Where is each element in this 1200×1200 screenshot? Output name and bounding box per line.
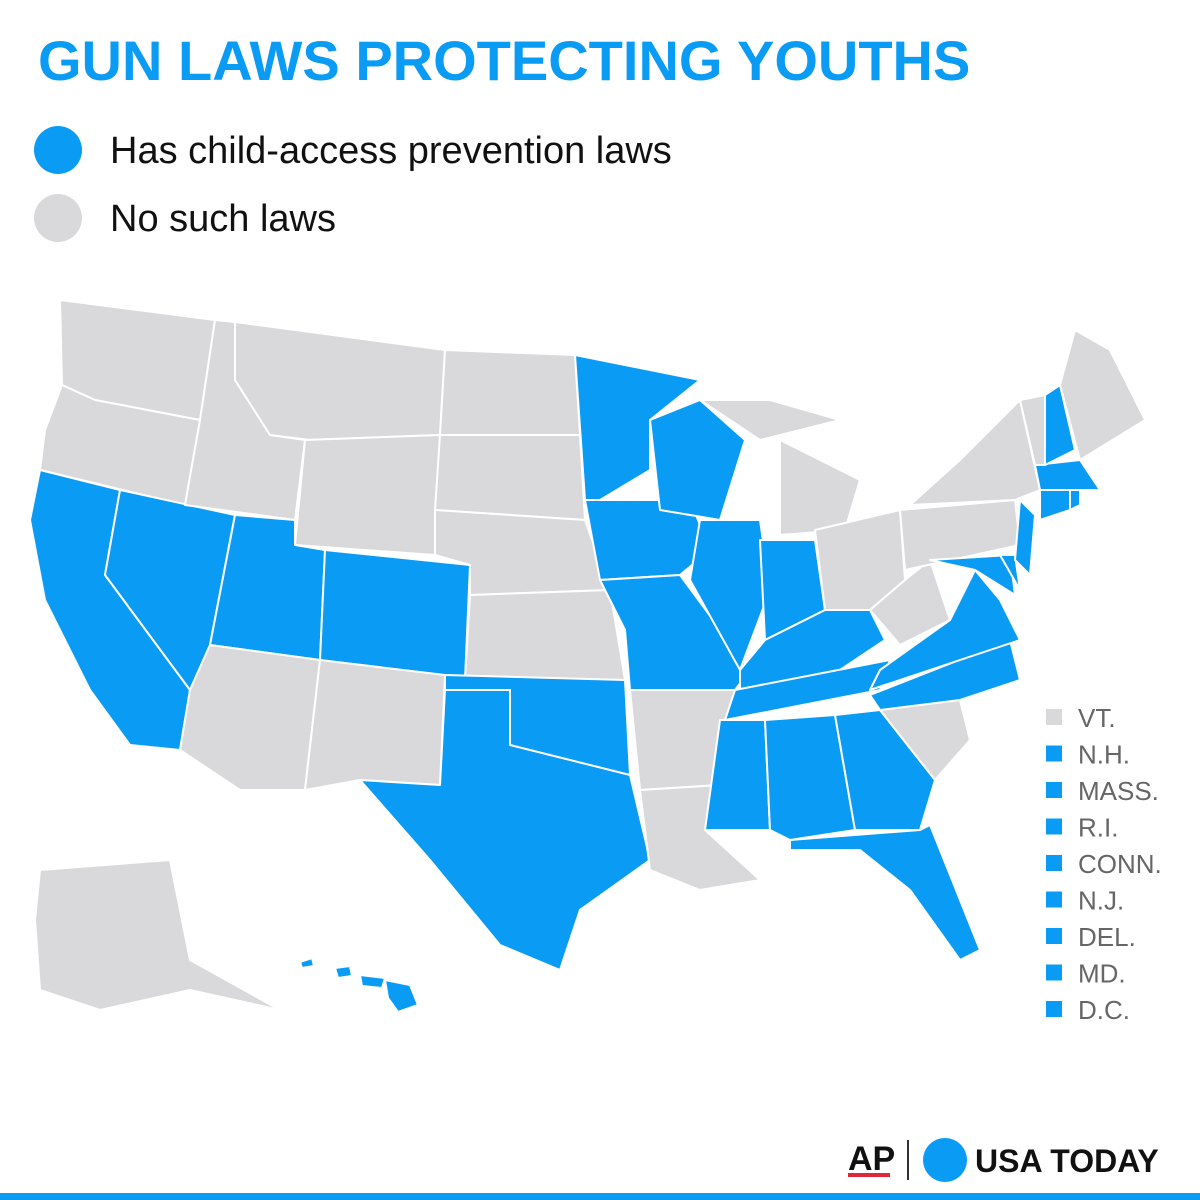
state-shape (689, 519, 771, 671)
state-shape (1034, 459, 1101, 491)
legend-swatch (34, 126, 82, 174)
small-state-swatch (1046, 818, 1062, 835)
state-shape (434, 434, 586, 521)
small-state-list: VT. N.H. MASS. R.I. CONN. N.J. DEL. MD. D.C. (1046, 703, 1162, 1025)
small-state-swatch (1046, 745, 1062, 762)
small-state-swatch (1046, 891, 1062, 908)
state-shape (764, 714, 856, 841)
state-shape (1059, 329, 1146, 461)
state-shape (319, 549, 471, 681)
legend-swatch (34, 194, 82, 242)
small-state-swatch (1046, 964, 1062, 981)
bottom-bar (0, 1193, 1200, 1200)
state-shape (699, 399, 841, 441)
small-state-label: MD. (1078, 959, 1126, 989)
small-state-label: R.I. (1078, 813, 1118, 843)
state-shape (929, 554, 1016, 596)
small-state-label: N.H. (1078, 740, 1130, 770)
state-shape (304, 659, 446, 791)
small-state-label: CONN. (1078, 849, 1162, 879)
small-state-swatch (1046, 782, 1062, 798)
small-state-swatch (1046, 855, 1062, 871)
state-shape (834, 709, 936, 831)
small-state-label: N.J. (1078, 886, 1124, 916)
state-shape (789, 824, 981, 961)
legend: Has child-access prevention laws No such … (34, 126, 672, 242)
small-state-label: D.C. (1078, 995, 1130, 1025)
state-shape (294, 434, 441, 556)
credit-usa-today: USA TODAY (975, 1143, 1159, 1179)
small-state-swatch (1046, 1001, 1062, 1017)
legend-label: Has child-access prevention laws (110, 130, 672, 172)
small-state-label: DEL. (1078, 922, 1136, 952)
map (29, 299, 1146, 1013)
title: GUN LAWS PROTECTING YOUTHS (38, 29, 970, 92)
state-shape (999, 554, 1021, 591)
state-shape (439, 349, 581, 436)
state-shape (299, 957, 315, 969)
state-shape (704, 719, 771, 831)
legend-label: No such laws (110, 198, 336, 240)
state-shape (384, 979, 419, 1013)
state-shape (649, 399, 746, 521)
small-state-label: MASS. (1078, 776, 1159, 806)
credit-ap: AP (848, 1140, 895, 1178)
small-state-swatch (1046, 928, 1062, 944)
state-shape (359, 689, 651, 971)
state-shape (1044, 384, 1076, 466)
state-shape (464, 589, 626, 681)
state-shape (34, 859, 281, 1011)
small-state-swatch (1046, 709, 1062, 725)
small-state-label: VT. (1078, 703, 1116, 733)
state-shape (1014, 499, 1036, 576)
state-shape (359, 974, 386, 989)
state-shape (869, 559, 951, 646)
state-shape (334, 965, 353, 979)
usa-today-dot (923, 1138, 967, 1182)
